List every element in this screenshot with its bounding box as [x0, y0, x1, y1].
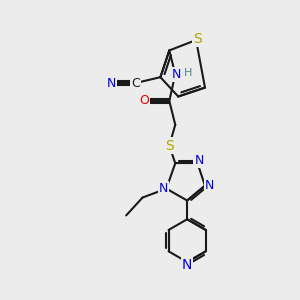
Text: C: C — [131, 76, 140, 90]
Text: S: S — [165, 139, 174, 152]
Text: N: N — [107, 76, 116, 90]
Text: N: N — [172, 68, 182, 81]
Text: N: N — [205, 179, 214, 192]
Text: S: S — [193, 32, 202, 46]
Text: N: N — [182, 258, 192, 272]
Text: N: N — [159, 182, 168, 195]
Text: O: O — [139, 94, 149, 107]
Text: H: H — [184, 68, 192, 78]
Text: N: N — [194, 154, 204, 167]
